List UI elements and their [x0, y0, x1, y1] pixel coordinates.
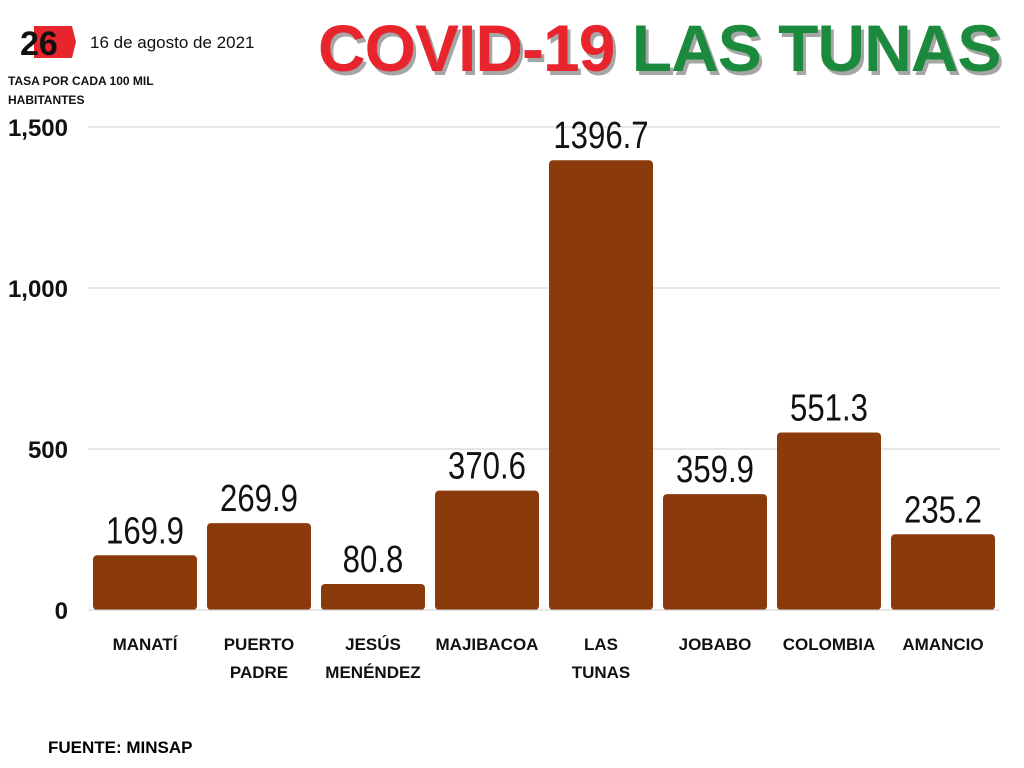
bar — [93, 555, 197, 610]
value-label: 359.9 — [676, 449, 754, 491]
title-covid: COVID-19 — [318, 11, 615, 85]
x-tick-label: MAJIBACOA — [436, 635, 539, 654]
source-note: FUENTE: MINSAP — [48, 738, 193, 757]
value-label: 269.9 — [220, 478, 298, 520]
value-label: 370.6 — [448, 446, 526, 488]
x-tick-label: PADRE — [230, 663, 288, 682]
value-label: 551.3 — [790, 388, 868, 430]
x-tick-label: JESÚS — [345, 635, 401, 654]
bar — [549, 160, 653, 610]
x-tick-label: JOBABO — [679, 635, 752, 654]
bar — [435, 490, 539, 610]
bar — [207, 523, 311, 610]
report-date: 16 de agosto de 2021 — [90, 33, 255, 52]
logo-text: 26 — [20, 25, 58, 62]
x-tick-label: MANATÍ — [113, 635, 179, 654]
y-tick-label: 1,000 — [8, 276, 68, 303]
value-label: 80.8 — [343, 539, 404, 581]
bar — [891, 534, 995, 610]
x-tick-label: COLOMBIA — [783, 635, 876, 654]
y-tick-label: 0 — [55, 598, 68, 625]
bar — [777, 432, 881, 610]
x-tick-label: PUERTO — [224, 635, 295, 654]
x-tick-label: TUNAS — [572, 663, 631, 682]
y-tick-label: 1,500 — [8, 115, 68, 142]
x-tick-label: MENÉNDEZ — [325, 663, 420, 682]
value-label: 169.9 — [106, 510, 184, 552]
value-label: 235.2 — [904, 489, 982, 531]
bar — [321, 583, 425, 610]
bar — [663, 494, 767, 610]
x-tick-label: LAS — [584, 635, 618, 654]
chart-subtitle: TASA POR CADA 100 MIL HABITANTES — [8, 74, 154, 107]
x-tick-label: AMANCIO — [902, 635, 983, 654]
page-title: COVID-19 LAS TUNAS — [318, 10, 1002, 86]
title-las-tunas: LAS TUNAS — [631, 11, 1002, 85]
value-label: 1396.7 — [553, 115, 648, 157]
y-tick-label: 500 — [28, 437, 68, 464]
periodico-26-logo: 26 — [20, 25, 76, 62]
